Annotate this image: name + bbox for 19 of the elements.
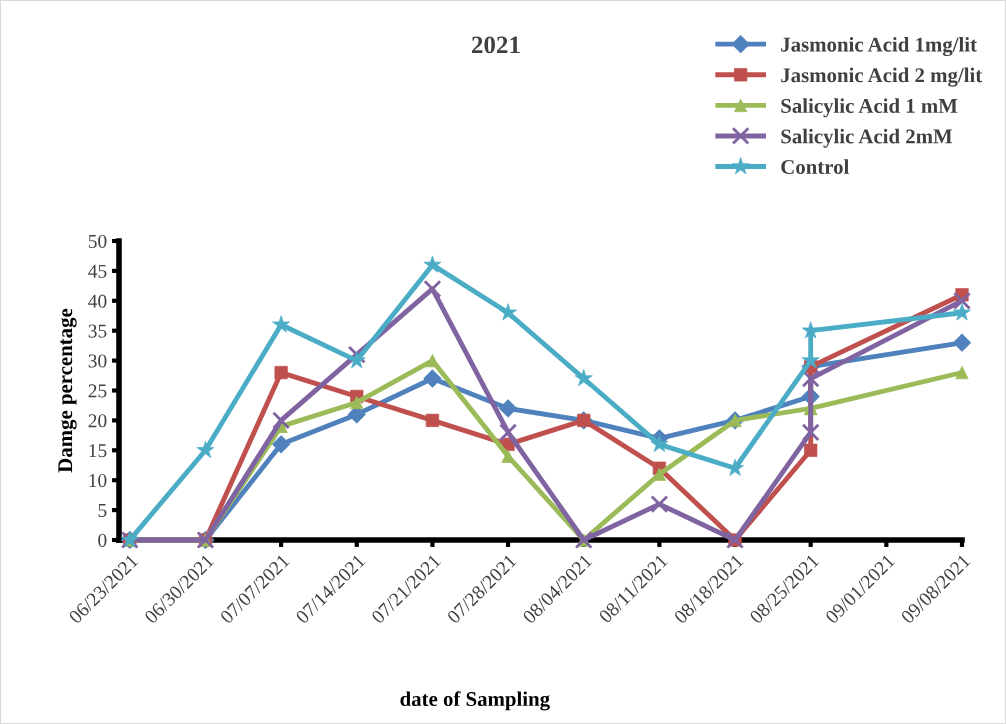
legend-label: Jasmonic Acid 2 mg/lit (781, 67, 983, 87)
y-tick-label: 25 (88, 384, 107, 398)
y-tick-label: 40 (88, 294, 107, 308)
y-tick-label: 45 (88, 264, 107, 278)
legend-label: Salicylic Acid 2mM (781, 128, 953, 148)
legend-label: Salicylic Acid 1 mM (781, 98, 958, 118)
chart-title: 2021 (472, 36, 520, 54)
x-axis-title: date of Sampling (400, 691, 550, 711)
y-axis-title: Damge percentage (58, 308, 77, 473)
legend-label: Jasmonic Acid 1mg/lit (781, 36, 977, 57)
y-tick-label: 30 (88, 354, 107, 368)
y-tick-label: 35 (88, 324, 107, 338)
y-tick-label: 20 (88, 414, 107, 428)
y-tick-label: 0 (98, 533, 107, 547)
y-tick-label: 5 (98, 504, 107, 518)
y-tick-label: 50 (88, 234, 107, 248)
y-tick-label: 15 (89, 444, 107, 458)
legend-label: Control (781, 159, 849, 174)
y-tick-label: 10 (89, 474, 107, 488)
